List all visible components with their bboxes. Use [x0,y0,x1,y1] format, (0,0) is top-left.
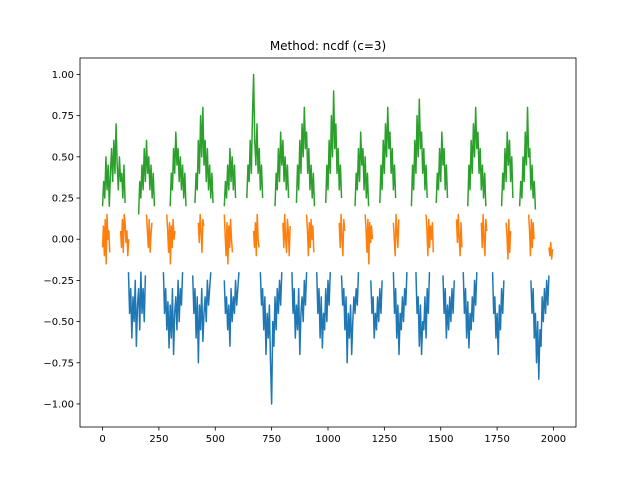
x-tick-label: 2000 [541,434,566,445]
series-2-line-segment-7 [295,106,316,207]
series-2-line-segment-8 [325,90,343,203]
series-2-line-segment-6 [274,131,290,207]
series-2-line-segment-11 [410,98,428,207]
series-1 [101,213,554,265]
series-1-line-segment-4 [197,213,205,254]
series-2-line-segment-5 [246,73,264,199]
series-2-line-segment-13 [467,106,487,207]
series-layer [101,73,554,405]
x-tick-label: 1250 [372,434,397,445]
series-1-line-segment-1 [119,213,130,257]
series-0-line-segment-10 [415,272,431,356]
x-tick-label: 1750 [484,434,509,445]
series-1-line-segment-3 [166,214,176,265]
series-0-line-segment-9 [392,272,408,356]
series-0-line-segment-13 [491,272,505,356]
series-1-line-segment-2 [145,214,153,254]
y-tick-label: 1.00 [52,70,74,81]
series-1-line-segment-14 [480,213,488,257]
series-1-line-segment-12 [425,214,435,257]
series-2-line-segment-15 [518,106,537,210]
x-tick-label: 1000 [315,434,340,445]
series-1-line-segment-13 [455,213,463,257]
chart-title: Method: ncdf (c=3) [270,39,386,53]
series-2-line-segment-0 [101,123,126,208]
series-0-line-segment-8 [370,280,383,339]
series-1-line-segment-0 [101,213,111,265]
x-tick-label: 750 [262,434,281,445]
series-2-line-segment-2 [169,131,187,207]
series-1-line-segment-16 [527,214,535,257]
series-0-line-segment-6 [315,272,331,349]
series-0-line-segment-14 [530,275,550,380]
y-tick-label: 0.25 [52,194,74,205]
y-tick-label: −0.50 [43,317,74,328]
x-tick-label: 250 [149,434,168,445]
series-0-line-segment-0 [127,271,147,348]
series-0-line-segment-3 [223,272,240,348]
y-tick-label: −0.75 [43,358,74,369]
series-2-line-segment-3 [194,106,214,203]
series-2 [101,73,537,215]
series-2-line-segment-9 [354,131,370,207]
x-tick-label: 1500 [428,434,453,445]
series-0-line-segment-12 [462,272,478,349]
series-1-line-segment-11 [392,213,400,257]
series-2-line-segment-4 [223,147,237,207]
y-tick-label: −1.00 [43,399,74,410]
x-tick-label: 0 [99,434,105,445]
series-1-line-segment-7 [282,213,291,257]
series-0-line-segment-4 [259,272,283,405]
series-2-line-segment-10 [379,106,397,203]
series-2-line-segment-12 [435,131,449,203]
series-1-line-segment-15 [505,218,512,260]
series-0-line-segment-2 [191,272,212,364]
series-0-line-segment-7 [340,272,360,364]
series-0-line-segment-11 [442,275,455,339]
series-0-line-segment-5 [291,272,308,356]
series-2-line-segment-1 [137,139,156,215]
series-1-line-segment-5 [223,214,234,265]
y-tick-label: −0.25 [43,276,74,287]
y-axis: 1.00 0.75 0.50 0.25 0.00 −0.25 −0.50 −0.75 −1.00 [43,70,80,410]
series-1-line-segment-17 [548,241,554,260]
series-1-line-segment-9 [338,213,346,257]
series-2-line-segment-14 [500,131,514,207]
series-0-line-segment-1 [162,272,184,356]
x-tick-label: 500 [206,434,225,445]
y-tick-label: 0.50 [52,152,74,163]
y-tick-label: 0.75 [52,111,74,122]
y-tick-label: 0.00 [52,235,74,246]
series-0 [127,271,550,405]
series-1-line-segment-6 [252,213,260,257]
x-axis: 0 250 500 750 1000 1250 1500 1750 2000 [99,427,566,445]
series-1-line-segment-8 [305,214,315,257]
series-1-line-segment-10 [364,214,374,265]
